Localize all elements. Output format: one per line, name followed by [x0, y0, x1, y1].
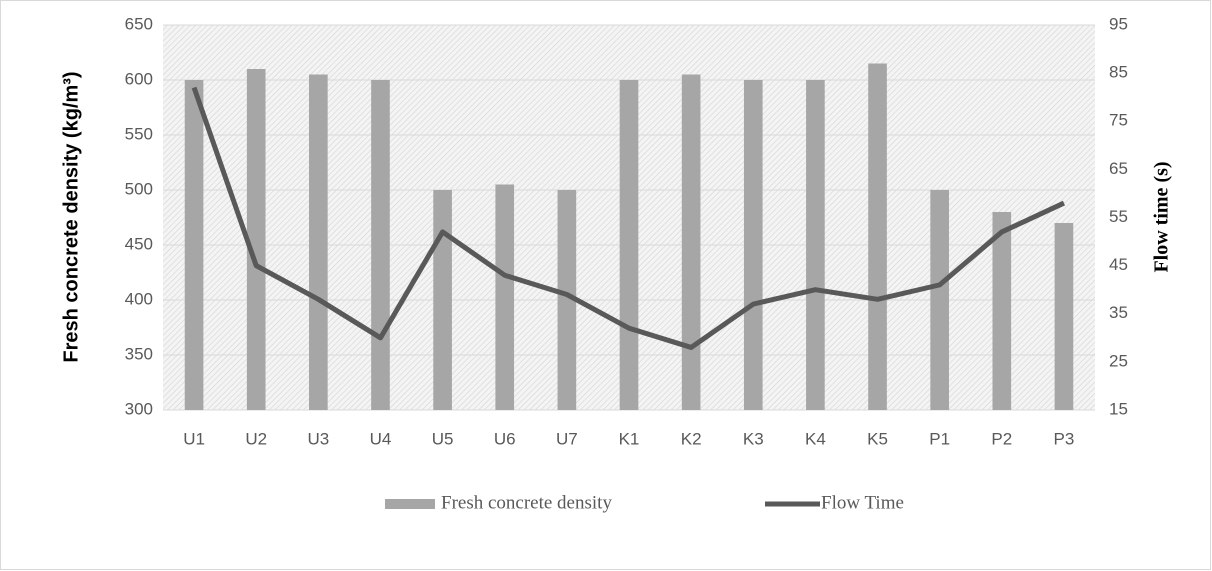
y2-axis-title: Flow time (s)	[1151, 161, 1173, 272]
y-axis-title: Fresh concrete density (kg/m³)	[60, 71, 82, 362]
x-tick-label: U5	[432, 429, 454, 448]
bar	[806, 80, 825, 410]
y2-tick-label: 95	[1109, 14, 1128, 33]
y2-tick-label: 45	[1109, 255, 1128, 274]
bar	[930, 190, 949, 410]
y-tick-label: 500	[125, 179, 153, 198]
bar	[619, 80, 639, 410]
y-tick-label: 400	[125, 289, 153, 308]
bar	[681, 74, 701, 410]
x-tick-label: P3	[1054, 429, 1075, 448]
x-tick-label: U2	[245, 429, 267, 448]
x-tick-label: U7	[556, 429, 578, 448]
bar	[309, 74, 328, 410]
y-tick-label: 650	[125, 14, 153, 33]
y-tick-label: 300	[125, 399, 153, 418]
x-tick-label: K4	[805, 429, 826, 448]
y2-tick-label: 65	[1109, 159, 1128, 178]
y2-tick-label: 75	[1109, 111, 1128, 130]
bar	[557, 190, 577, 410]
x-tick-label: U3	[307, 429, 329, 448]
bar	[743, 80, 763, 410]
line	[191, 86, 1065, 350]
y2-tick-label: 15	[1109, 399, 1128, 418]
x-tick-label: P1	[929, 429, 950, 448]
bar	[433, 190, 452, 410]
bar	[868, 63, 887, 410]
y2-tick-label: 25	[1109, 351, 1128, 370]
x-tick-label: U6	[494, 429, 516, 448]
x-tick-label: K2	[681, 429, 702, 448]
x-tick-label: P2	[991, 429, 1012, 448]
legend-label: Flow Time	[821, 492, 904, 513]
legend-label: Fresh concrete density	[441, 492, 612, 513]
x-tick-label: U1	[183, 429, 205, 448]
bar	[1054, 223, 1074, 410]
bar	[246, 69, 266, 410]
y-tick-label: 350	[125, 344, 153, 363]
y-tick-label: 450	[125, 234, 153, 253]
x-tick-label: K3	[743, 429, 764, 448]
y2-tick-label: 85	[1109, 63, 1128, 82]
x-tick-label: K1	[619, 429, 640, 448]
y-tick-label: 550	[125, 124, 153, 143]
y-tick-label: 600	[125, 69, 153, 88]
bar	[495, 184, 515, 410]
y2-tick-label: 35	[1109, 303, 1128, 322]
legend-swatch	[385, 499, 435, 509]
bar	[371, 80, 390, 410]
bar	[184, 80, 204, 410]
y2-tick-label: 55	[1109, 207, 1128, 226]
bar	[992, 212, 1012, 410]
x-tick-label: U4	[370, 429, 392, 448]
x-tick-label: K5	[867, 429, 888, 448]
